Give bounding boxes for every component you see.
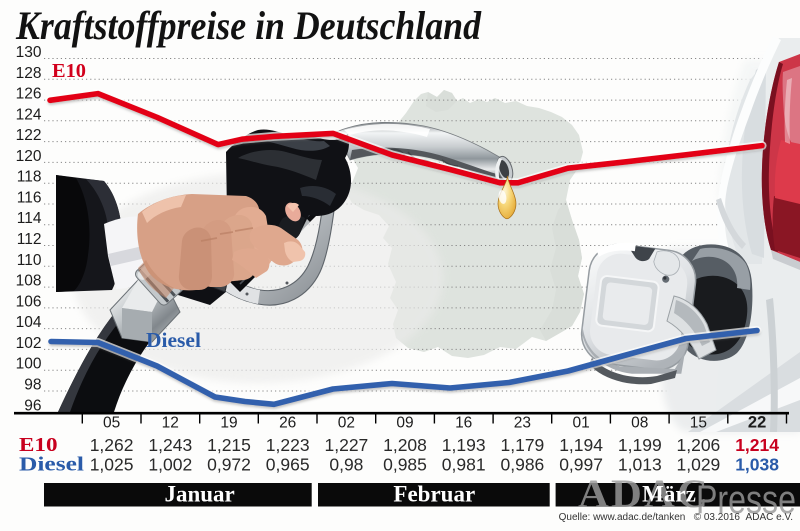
svg-text:0,98: 0,98 — [329, 455, 363, 475]
svg-text:98: 98 — [24, 377, 41, 394]
svg-text:120: 120 — [16, 148, 42, 165]
svg-text:102: 102 — [16, 335, 42, 352]
svg-text:1,215: 1,215 — [207, 435, 251, 455]
svg-text:1,243: 1,243 — [148, 435, 192, 455]
svg-text:16: 16 — [455, 415, 472, 432]
svg-text:09: 09 — [396, 415, 413, 432]
svg-text:110: 110 — [17, 252, 42, 269]
svg-text:12: 12 — [162, 415, 179, 432]
svg-text:1,002: 1,002 — [148, 455, 192, 475]
svg-text:E10: E10 — [52, 61, 86, 82]
svg-text:26: 26 — [279, 415, 296, 432]
svg-text:19: 19 — [220, 415, 237, 432]
svg-text:118: 118 — [17, 169, 42, 186]
svg-text:0,972: 0,972 — [207, 455, 251, 475]
svg-text:112: 112 — [17, 231, 42, 248]
svg-text:122: 122 — [16, 127, 42, 144]
svg-text:0,986: 0,986 — [501, 455, 545, 475]
svg-text:02: 02 — [338, 415, 355, 432]
svg-text:126: 126 — [16, 86, 42, 103]
svg-text:Diesel: Diesel — [146, 328, 201, 352]
svg-text:1,193: 1,193 — [442, 435, 486, 455]
svg-text:1,223: 1,223 — [266, 435, 310, 455]
svg-text:01: 01 — [572, 415, 589, 432]
svg-text:März: März — [642, 482, 696, 507]
svg-text:100: 100 — [16, 356, 42, 373]
svg-text:104: 104 — [16, 314, 42, 331]
svg-text:1,038: 1,038 — [735, 455, 779, 475]
svg-text:130: 130 — [16, 44, 42, 61]
svg-text:106: 106 — [16, 293, 42, 310]
svg-text:Diesel: Diesel — [19, 455, 85, 476]
svg-text:1,214: 1,214 — [735, 435, 779, 455]
svg-text:Kraftstoffpreise in Deutschlan: Kraftstoffpreise in Deutschland — [15, 3, 482, 48]
svg-text:22: 22 — [748, 414, 766, 432]
svg-text:0,985: 0,985 — [383, 455, 427, 475]
svg-text:0,965: 0,965 — [266, 455, 310, 475]
svg-text:1,262: 1,262 — [90, 435, 134, 455]
svg-text:08: 08 — [631, 415, 648, 432]
svg-text:0,981: 0,981 — [442, 455, 486, 475]
svg-text:15: 15 — [690, 415, 707, 432]
svg-text:23: 23 — [514, 415, 531, 432]
svg-text:1,025: 1,025 — [90, 455, 134, 475]
svg-text:1,199: 1,199 — [618, 435, 662, 455]
svg-text:Februar: Februar — [393, 482, 475, 507]
svg-text:05: 05 — [103, 415, 120, 432]
svg-text:1,208: 1,208 — [383, 435, 427, 455]
svg-text:E10: E10 — [19, 435, 58, 456]
svg-text:96: 96 — [24, 397, 41, 414]
svg-text:1,029: 1,029 — [677, 455, 721, 475]
svg-text:ADAC: ADAC — [578, 471, 710, 516]
svg-text:Presse: Presse — [696, 478, 796, 522]
svg-text:1,013: 1,013 — [618, 455, 662, 475]
svg-text:128: 128 — [16, 65, 42, 82]
svg-text:0,997: 0,997 — [559, 455, 603, 475]
svg-text:114: 114 — [17, 210, 42, 227]
svg-text:1,194: 1,194 — [559, 435, 603, 455]
svg-text:1,227: 1,227 — [325, 435, 369, 455]
svg-text:116: 116 — [17, 190, 42, 207]
svg-text:108: 108 — [16, 273, 42, 290]
svg-text:1,206: 1,206 — [677, 435, 721, 455]
svg-text:Januar: Januar — [164, 482, 234, 507]
svg-text:1,179: 1,179 — [501, 435, 545, 455]
svg-text:124: 124 — [16, 106, 42, 123]
svg-text:Quelle: www.adac.de/tanken ©: Quelle: www.adac.de/tanken © 03.2016 ADA… — [559, 512, 793, 523]
